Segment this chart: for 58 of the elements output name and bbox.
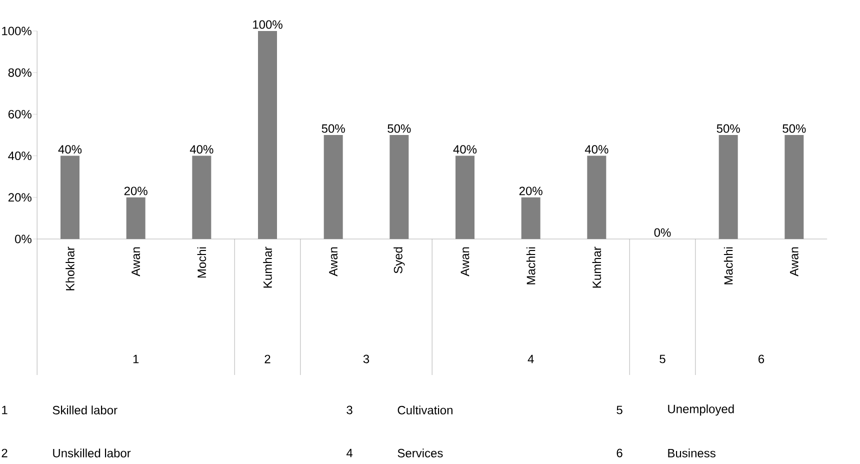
text: 3	[363, 354, 370, 364]
x-tick-label: Mochi	[197, 247, 206, 278]
text: Unemployed	[668, 404, 734, 416]
bar	[258, 31, 278, 239]
text: 3	[346, 406, 352, 414]
y-tick-label: 100%	[2, 26, 32, 36]
data-label: 20%	[124, 186, 148, 196]
x-tick-label: Awan	[790, 247, 798, 276]
data-label: 50%	[388, 124, 411, 133]
x-tick-label: Awan	[460, 247, 470, 276]
x-tick-label: Khokhar	[66, 246, 74, 290]
bar	[718, 135, 738, 239]
text: 5	[660, 354, 666, 364]
text: 1	[2, 406, 8, 414]
x-tick-label: Awan	[132, 247, 140, 276]
data-label: 100%	[253, 20, 282, 29]
data-label: 50%	[782, 124, 806, 133]
x-tick-label: Machhi	[526, 247, 536, 284]
data-label: 40%	[190, 145, 214, 154]
text: 4	[346, 448, 353, 458]
bar	[60, 156, 80, 239]
bar	[126, 197, 146, 239]
y-tick-label: 40%	[8, 152, 32, 160]
y-tick-label: 60%	[8, 110, 32, 118]
y-tick-label: 80%	[8, 68, 32, 77]
bar	[390, 135, 409, 239]
text: 6	[616, 448, 622, 458]
data-label: 50%	[322, 124, 345, 133]
x-tick-label: Machhi	[724, 247, 733, 284]
x-tick-label: Syed	[394, 247, 405, 274]
text: 6	[758, 354, 764, 364]
text: Skilled labor	[52, 406, 118, 414]
bar	[456, 156, 475, 239]
text: Unskilled labor	[53, 448, 131, 458]
text: Services	[398, 448, 443, 458]
y-tick-label: 20%	[8, 193, 32, 202]
data-label: 40%	[453, 145, 477, 154]
text: 4	[528, 354, 534, 364]
x-tick-label: Awan	[329, 247, 338, 276]
text: Cultivation	[398, 406, 452, 414]
bar	[587, 156, 606, 239]
bar	[521, 197, 540, 239]
text: Business	[668, 448, 716, 458]
bar	[324, 135, 343, 239]
x-tick-label: Kumhar	[592, 246, 602, 288]
text: 2	[2, 448, 8, 458]
data-label: 20%	[519, 186, 542, 196]
x-tick-label: Kumhar	[263, 246, 272, 288]
data-label: 50%	[716, 124, 740, 133]
bar	[192, 156, 212, 239]
data-label: 40%	[584, 145, 608, 154]
bar	[784, 135, 804, 239]
text: 5	[616, 406, 622, 414]
data-label: 0%	[654, 228, 671, 237]
text: 1	[133, 354, 139, 364]
y-tick-label: 0%	[15, 234, 32, 244]
text: 2	[264, 354, 270, 364]
data-label: 40%	[58, 145, 82, 154]
